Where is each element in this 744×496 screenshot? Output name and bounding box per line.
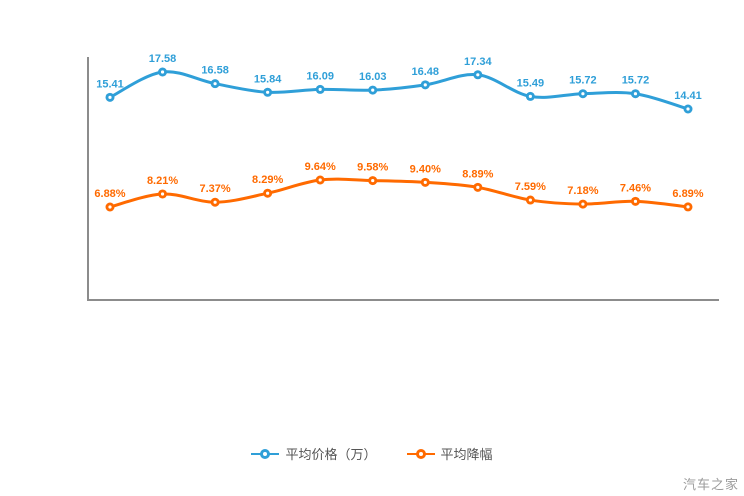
data-point-center (371, 88, 375, 92)
data-label: 16.58 (201, 65, 229, 77)
legend-item-avg-price[interactable]: 平均价格（万） (251, 444, 377, 463)
data-point-center (266, 90, 270, 94)
data-label: 9.64% (305, 161, 336, 173)
data-label: 9.40% (410, 163, 441, 175)
data-label: 17.34 (464, 56, 492, 68)
data-point-center (476, 73, 480, 77)
data-point-center (528, 198, 532, 202)
data-point-center (266, 191, 270, 195)
data-point-center (160, 192, 165, 196)
series-line (108, 70, 690, 111)
data-point-center (213, 200, 217, 204)
series-1: 6.88% 8.21% 7.37% 8.29% 9.64% 9.58% 9.40% 8.89%… (94, 161, 704, 212)
data-label: 15.72 (622, 75, 650, 87)
data-label: 7.18% (567, 185, 598, 197)
data-point-center (108, 95, 112, 99)
data-point-center (633, 199, 638, 203)
data-point-center (633, 92, 638, 96)
data-label: 6.89% (672, 188, 703, 200)
data-label: 9.58% (357, 162, 388, 174)
data-label: 8.89% (462, 168, 493, 180)
data-label: 8.21% (147, 175, 178, 187)
data-point-center (108, 205, 112, 209)
legend-item-avg-discount[interactable]: 平均降幅 (406, 444, 493, 463)
data-point-center (318, 178, 322, 182)
data-point-center (318, 87, 322, 91)
data-label: 7.59% (515, 181, 546, 193)
data-label: 16.03 (359, 71, 387, 83)
data-label: 16.48 (412, 66, 440, 78)
data-point-center (686, 107, 690, 111)
data-point-center (581, 202, 585, 206)
watermark: 汽车之家 (682, 477, 739, 492)
series-0: 15.41 17.58 16.58 15.84 16.09 16.03 16.48 17.34… (96, 53, 702, 114)
line-dot-icon (406, 448, 435, 459)
data-point-center (423, 180, 427, 184)
data-label: 14.41 (674, 90, 702, 102)
data-point-center (476, 185, 480, 189)
legend-label-avg-price: 平均价格（万） (285, 447, 377, 462)
data-label: 15.41 (96, 78, 124, 90)
data-point-center (581, 92, 585, 96)
data-point-center (160, 70, 165, 74)
series-layer: 15.41 17.58 16.58 15.84 16.09 16.03 16.48 17.34… (94, 53, 704, 212)
data-label: 15.49 (517, 77, 545, 89)
data-label: 15.84 (254, 73, 282, 85)
legend-label-avg-discount: 平均降幅 (440, 447, 493, 462)
chart-legend: 平均价格（万） 平均降幅 (0, 444, 744, 463)
data-label: 15.72 (569, 75, 597, 87)
data-point-center (423, 83, 427, 87)
data-point-center (528, 94, 532, 98)
data-label: 7.46% (620, 182, 651, 194)
data-point-center (213, 82, 217, 86)
data-label: 8.29% (252, 174, 283, 186)
data-label: 7.37% (199, 183, 230, 195)
series-line (108, 177, 690, 209)
data-label: 6.88% (94, 188, 125, 200)
data-label: 16.09 (306, 70, 334, 82)
data-point-center (371, 178, 375, 183)
line-dot-icon (251, 448, 280, 459)
data-point-center (686, 205, 690, 209)
data-label: 17.58 (149, 53, 177, 65)
